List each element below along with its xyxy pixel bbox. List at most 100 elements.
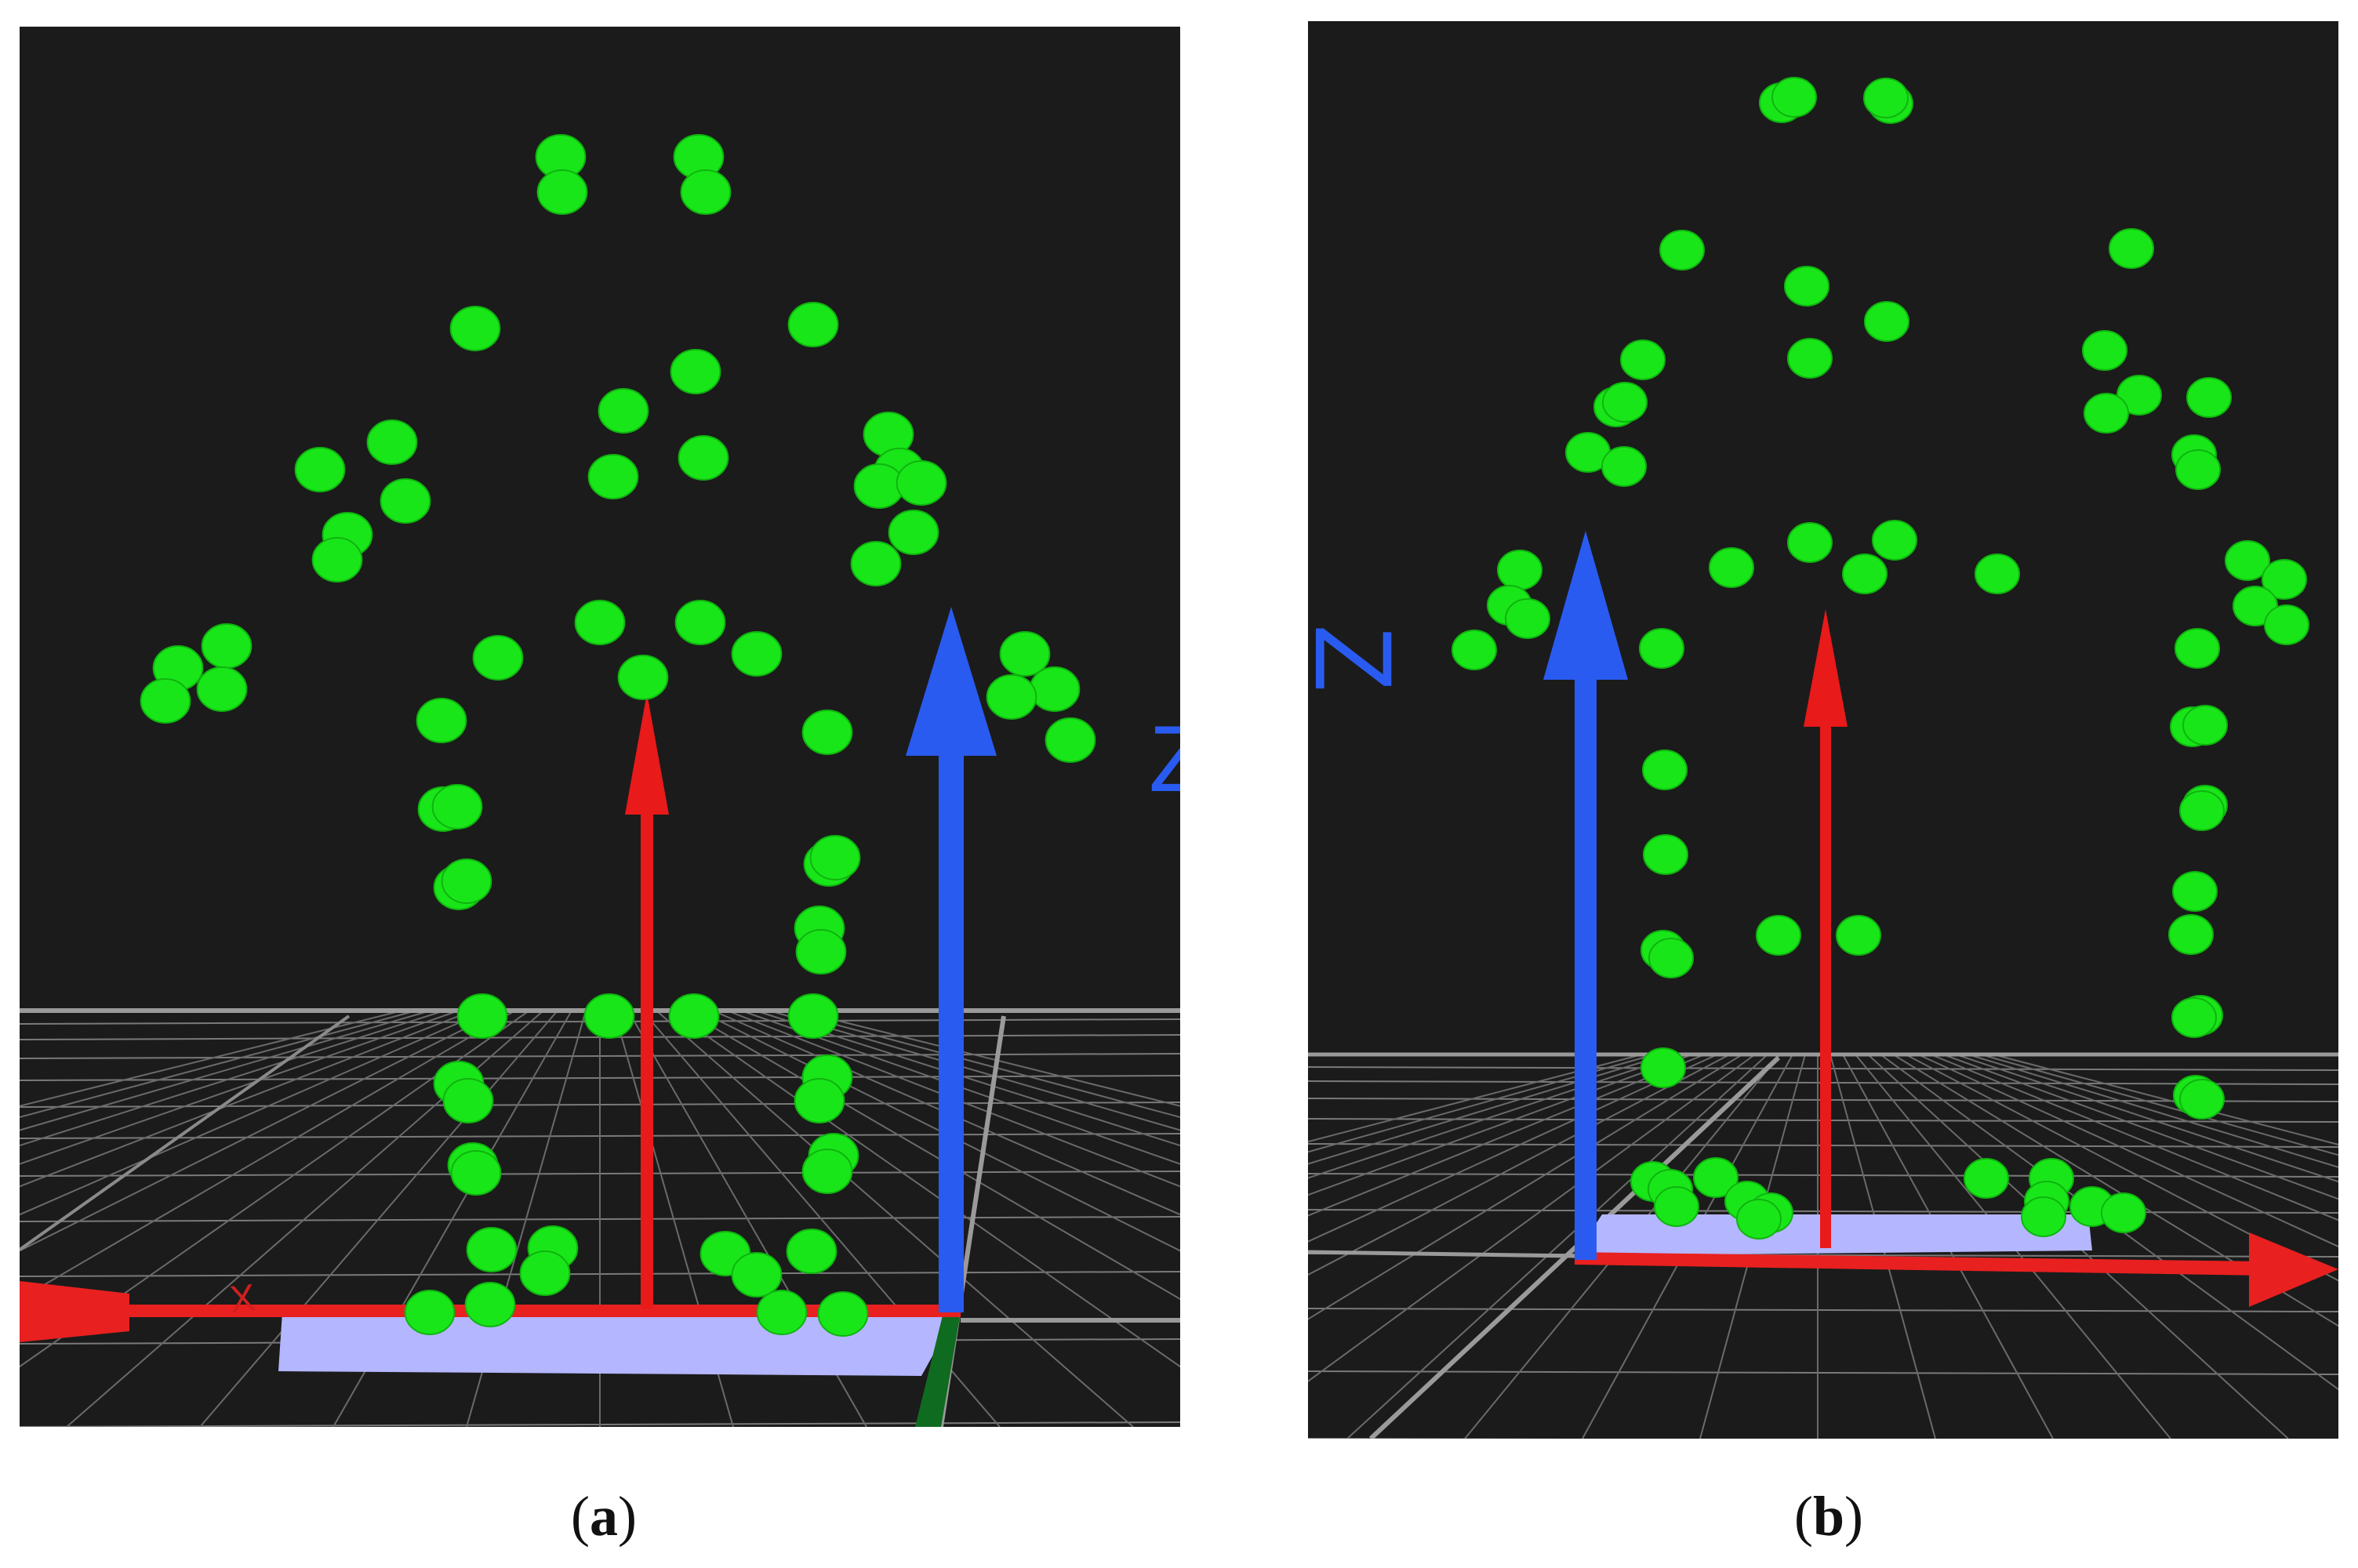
grid-line [783,1010,1180,1119]
marker-dot [366,419,418,465]
marker-dot [678,435,729,481]
marker-dot [617,655,669,700]
grid-line [20,1010,431,1131]
marker-dot [731,631,783,677]
marker-dot [574,600,626,645]
marker-dot [456,993,508,1039]
marker-dot [1787,522,1833,563]
marker-dot [801,1149,853,1194]
marker-dot [1771,77,1817,118]
grid-line [754,1010,1180,1147]
grid-line [1993,1054,2338,1145]
marker-dot [472,635,524,681]
marker-dot [1872,520,1917,561]
marker-dot [1736,1199,1782,1240]
marker-dot [2179,1079,2225,1120]
marker-dot [441,858,492,904]
marker-dot [196,666,248,712]
marker-dot [794,1078,845,1123]
marker-dot [680,169,732,215]
marker-dot [850,541,902,586]
marker-dot [1601,446,1647,487]
x-axis-arrow [1575,1232,2338,1307]
marker-dot [1709,547,1754,588]
marker-dot [1964,1158,2009,1199]
marker-dot [1642,750,1688,790]
marker-dot [140,678,191,724]
caption-a: (a) [571,1485,637,1548]
marker-dot [2168,914,2214,955]
grid-line [1308,1054,1693,1196]
viewport-panel-a: X Z [20,27,1180,1427]
marker-dot [2116,375,2162,416]
marker-dot [1451,630,1497,670]
grid-line [797,1010,1180,1107]
scene-a: X Z [20,134,1180,1427]
grid-line [1308,1054,1668,1165]
grid-line [1308,1054,1680,1179]
marker-dot [1784,266,1829,307]
grid-line [1942,1054,2338,1200]
marker-dot [1505,598,1550,639]
grid-line [712,1010,1180,1216]
marker-dot [587,454,639,499]
marker-dot [536,169,588,215]
marker-dot [2225,540,2270,581]
marker-dot [1863,78,1909,118]
marker-dot [668,993,720,1039]
marker-dot [999,631,1051,677]
marker-dot [1975,554,2020,594]
marker-dot [1693,1157,1739,1198]
z-axis-arrow [906,607,997,1312]
marker-dot [404,1290,456,1335]
grid-major-line [20,1014,351,1251]
grid-line [1917,1054,2338,1248]
grid-line [20,1010,417,1119]
grid-line [670,1010,1180,1368]
scene-b: Z [1308,77,2338,1439]
z-axis-arrow [1543,531,1628,1260]
grid-line [1308,1054,1655,1153]
grid-line [1308,1054,1743,1320]
grid-line [20,1010,502,1252]
marker-dot [1659,230,1705,270]
marker-dot [670,349,721,394]
grid-major-line [1308,1250,1575,1258]
marker-dot [2021,1196,2066,1237]
marker-dot [986,674,1037,720]
marker-dot [450,1150,502,1196]
marker-dot [2182,705,2228,746]
grid-line [1892,1054,2338,1327]
marker-dot [1640,1047,1686,1088]
marker-dot [294,447,346,492]
marker-dot [1756,915,1801,956]
marker-dot [1643,834,1688,875]
caption-b: (b) [1793,1485,1863,1548]
marker-cloud [1451,77,2309,1240]
marker-dot [2175,449,2221,490]
marker-dot [1864,301,1909,342]
marker-dot [2084,393,2129,434]
marker-dot [2109,228,2154,269]
marker-dot [311,537,363,583]
grid-line [1880,1054,2338,1391]
marker-dot [1497,550,1542,590]
floor-plate [1575,1214,2092,1256]
grid-line [20,1010,530,1368]
grid-line [726,1010,1180,1188]
grid-line [1308,1370,2338,1375]
z-axis-label: Z [1308,625,1415,692]
marker-dot [2101,1192,2146,1233]
marker-dot [2171,997,2217,1038]
grid-line [20,1010,403,1107]
z-axis-label: Z [1149,706,1180,811]
marker-dot [2175,628,2220,669]
grid-line [656,1010,1134,1427]
grid-line [1308,1054,1643,1143]
marker-dot [795,929,847,975]
grid-line [1308,1308,2338,1312]
marker-dot [380,478,431,524]
grid-line [199,1010,558,1427]
marker-dot [442,1078,494,1123]
marker-dot [1842,554,1887,594]
